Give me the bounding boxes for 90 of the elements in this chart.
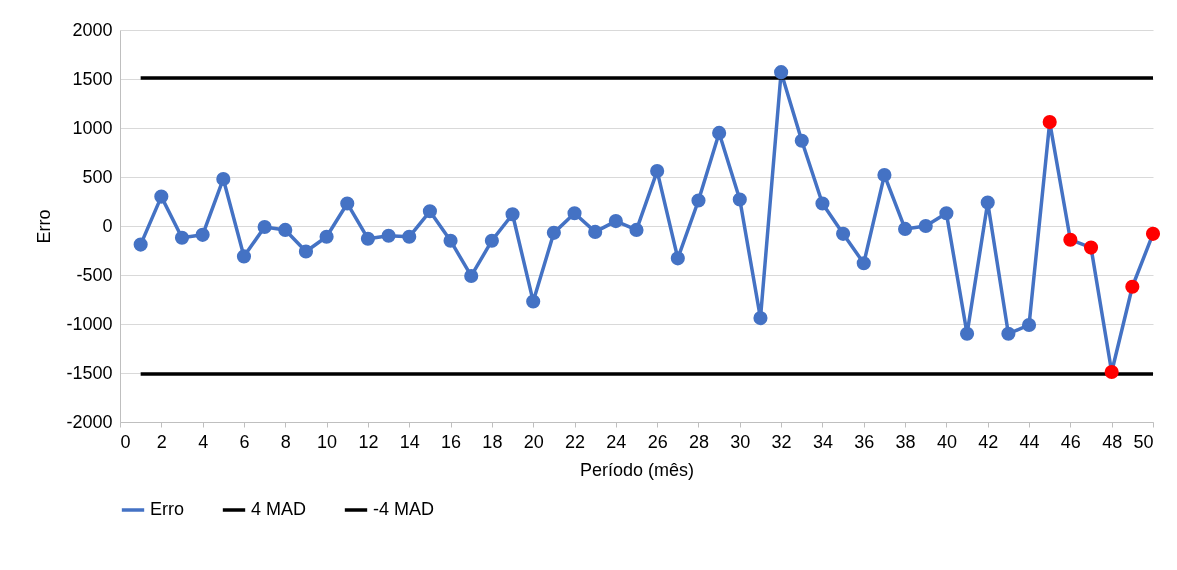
point (195, 227, 210, 242)
point (856, 256, 871, 271)
x-tick-label: 38 (895, 431, 916, 452)
x-tick-label: 40 (936, 431, 957, 452)
legend-label: 4 MAD (251, 499, 307, 519)
y-tick-label: 2000 (72, 19, 113, 40)
point (691, 193, 706, 208)
legend-label: Erro (150, 499, 185, 519)
x-tick-label: 14 (399, 431, 420, 452)
point (464, 268, 479, 284)
x-tick-label: 20 (523, 431, 544, 452)
point (298, 244, 314, 259)
x-tick-label: 34 (812, 431, 833, 452)
point (1083, 240, 1099, 255)
point (402, 229, 417, 244)
point (546, 225, 561, 240)
point (278, 222, 293, 237)
x-tick-label: 30 (730, 431, 751, 452)
point (381, 228, 396, 243)
x-tick-label: 10 (317, 431, 338, 452)
point (1063, 232, 1078, 247)
x-tick-label: 16 (441, 431, 462, 452)
point (1145, 226, 1161, 241)
y-tick-label: 1500 (72, 68, 113, 89)
point (1104, 364, 1119, 380)
point (1021, 317, 1037, 333)
x-tick-label: 18 (482, 431, 503, 452)
x-axis-title: Período (mês) (579, 459, 695, 480)
point (877, 167, 892, 183)
x-tick-label: 36 (854, 431, 875, 452)
x-tick-label: 8 (280, 431, 291, 452)
point (608, 214, 623, 229)
x-tick-label: 44 (1019, 431, 1040, 452)
legend-label: -4 MAD (373, 499, 435, 519)
y-tick-label: 1000 (72, 117, 113, 138)
point (753, 311, 768, 326)
point (133, 237, 148, 252)
point (794, 133, 809, 148)
x-tick-label: 22 (565, 431, 586, 452)
y-tick-label: 0 (102, 215, 113, 236)
y-tick-label: -1000 (66, 313, 113, 334)
point (815, 196, 830, 211)
point (236, 249, 252, 264)
x-tick-label: 26 (647, 431, 668, 452)
y-tick-label: -500 (76, 264, 113, 285)
x-tick-label: 42 (978, 431, 999, 452)
point (918, 218, 933, 234)
point (939, 206, 954, 221)
point (774, 65, 789, 80)
point (629, 222, 644, 237)
point (443, 233, 458, 248)
point (959, 326, 975, 341)
x-tick-label: 2 (156, 431, 167, 452)
y-axis-title: Erro (34, 209, 55, 244)
point (567, 206, 582, 221)
point (174, 230, 190, 245)
point (319, 229, 334, 244)
point (484, 233, 499, 248)
point (712, 125, 727, 140)
x-tick-label: 6 (239, 431, 250, 452)
point (732, 192, 747, 207)
point (1042, 115, 1057, 130)
y-tick-label: -2000 (66, 411, 113, 432)
point (898, 221, 913, 236)
point (216, 171, 231, 187)
point (1125, 279, 1140, 294)
x-tick-label: 24 (606, 431, 627, 452)
x-tick-label: 32 (771, 431, 792, 452)
x-tick-label: 12 (358, 431, 379, 452)
point (340, 196, 355, 211)
point (360, 231, 375, 246)
point (526, 294, 541, 309)
y-tick-label: 500 (82, 166, 113, 187)
point (980, 195, 995, 210)
point (154, 189, 169, 204)
x-tick-label: 50 (1133, 431, 1154, 452)
point (422, 204, 437, 219)
point (505, 207, 520, 222)
x-tick-label: 4 (198, 431, 209, 452)
y-tick-label: -1500 (66, 362, 113, 383)
point (650, 164, 665, 179)
point (670, 251, 685, 266)
x-tick-label: 0 (120, 431, 131, 452)
point (836, 226, 851, 241)
x-tick-label: 28 (688, 431, 709, 452)
point (1001, 326, 1016, 341)
x-tick-label: 46 (1060, 431, 1081, 452)
point (257, 219, 272, 235)
point (588, 224, 603, 239)
x-tick-label: 48 (1102, 431, 1123, 452)
